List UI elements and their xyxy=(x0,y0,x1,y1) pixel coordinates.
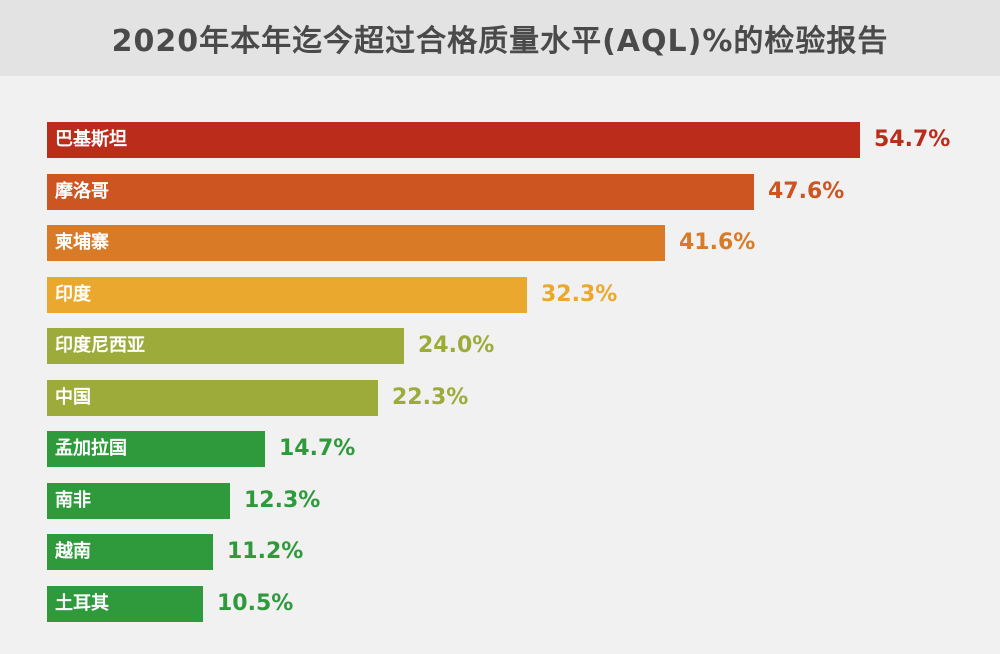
category-label: 印度 xyxy=(55,284,91,305)
value-label: 32.3% xyxy=(541,282,618,307)
category-label: 巴基斯坦 xyxy=(55,129,127,150)
value-label: 10.5% xyxy=(217,591,294,616)
bar xyxy=(47,174,754,210)
category-label: 印度尼西亚 xyxy=(55,335,145,356)
bar xyxy=(47,431,265,467)
value-label: 24.0% xyxy=(418,333,495,358)
bar xyxy=(47,586,203,622)
bar-chart: 巴基斯坦 54.7% 摩洛哥 47.6% 柬埔寨 41.6% 印度 32.3% 印度尼西亚 24.… xyxy=(0,76,1000,654)
value-label: 47.6% xyxy=(768,179,845,204)
value-label: 11.2% xyxy=(227,539,304,564)
category-label: 南非 xyxy=(55,490,91,511)
category-label: 柬埔寨 xyxy=(55,232,109,253)
value-label: 54.7% xyxy=(874,127,951,152)
value-label: 14.7% xyxy=(279,436,356,461)
bar xyxy=(47,483,230,519)
category-label: 孟加拉国 xyxy=(55,438,127,459)
chart-header: 2020年本年迄今超过合格质量水平(AQL)%的检验报告 xyxy=(0,0,1000,76)
value-label: 12.3% xyxy=(244,488,321,513)
bar xyxy=(47,277,527,313)
value-label: 22.3% xyxy=(392,385,469,410)
category-label: 土耳其 xyxy=(55,593,109,614)
category-label: 摩洛哥 xyxy=(55,181,109,202)
bar xyxy=(47,534,213,570)
value-label: 41.6% xyxy=(679,230,756,255)
bar xyxy=(47,225,665,261)
bar xyxy=(47,122,860,158)
category-label: 越南 xyxy=(55,541,91,562)
chart-title: 2020年本年迄今超过合格质量水平(AQL)%的检验报告 xyxy=(111,24,889,59)
category-label: 中国 xyxy=(55,387,91,408)
bar xyxy=(47,328,404,364)
bar xyxy=(47,380,378,416)
